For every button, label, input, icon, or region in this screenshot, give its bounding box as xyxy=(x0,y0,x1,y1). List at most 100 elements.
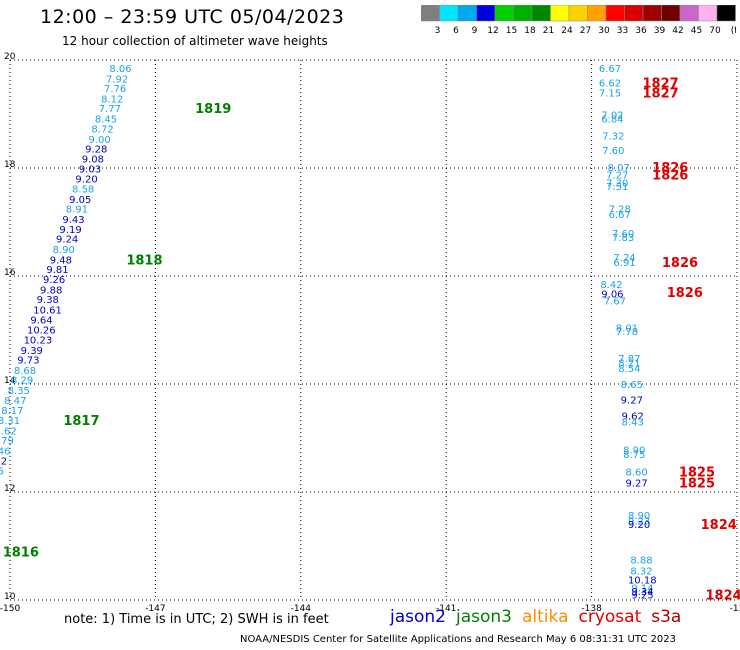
pass-time-label: 1827 xyxy=(642,77,678,92)
color-scale-label: 30 xyxy=(598,26,610,36)
pass-time-label: 1826 xyxy=(667,286,703,301)
wave-height-value: 9.25 xyxy=(631,591,653,602)
wave-height-value: 9.19 xyxy=(59,225,81,236)
wave-height-value: 10.23 xyxy=(24,336,53,347)
color-scale-label: 9 xyxy=(472,26,478,36)
satellite-legend-item: jason2 xyxy=(390,607,446,627)
pass-time-label: 1819 xyxy=(195,102,231,117)
wave-height-value: 6.84 xyxy=(601,114,623,125)
wave-height-value: 9.27 xyxy=(626,478,648,489)
chart-title: 12:00 – 23:59 UTC 05/04/2023 xyxy=(40,6,345,28)
wave-height-value: 8.32 xyxy=(630,566,652,577)
wave-height-value: 8.25 xyxy=(0,466,4,477)
wave-height-value: 7.83 xyxy=(612,233,634,244)
wave-height-value: 9.28 xyxy=(85,145,107,156)
satellite-legend-item: s3a xyxy=(651,607,682,627)
wave-height-value: 8.72 xyxy=(91,125,113,136)
wave-height-value: 7.28 xyxy=(609,205,631,216)
wave-height-value: 7.30 xyxy=(606,179,628,190)
pass-time-label: 1817 xyxy=(63,414,99,429)
wave-height-value: 9.05 xyxy=(69,195,91,206)
wave-height-value: 7.60 xyxy=(612,229,634,240)
wave-height-value: 9.88 xyxy=(40,286,62,297)
satellite-legend: jason2 jason3 altika cryosat s3a xyxy=(390,607,691,627)
y-tick-label: 18 xyxy=(4,160,16,170)
x-tick-label: -141 xyxy=(436,604,456,614)
wave-height-value: 8.88 xyxy=(630,556,652,567)
wave-height-value: 8.43 xyxy=(622,417,644,428)
pass-time-label: 1824 xyxy=(701,518,737,533)
wave-height-value: 9.20 xyxy=(75,174,97,185)
color-scale-label: 42 xyxy=(672,26,683,36)
wave-height-value: 8.68 xyxy=(14,366,36,377)
color-scale-label: 36 xyxy=(635,26,647,36)
wave-height-value: 6.62 xyxy=(599,79,621,90)
wave-height-value: 7.76 xyxy=(104,84,126,95)
y-tick-label: 16 xyxy=(4,268,16,278)
wave-height-value: 8.75 xyxy=(623,450,645,461)
chart-subtitle: 12 hour collection of altimeter wave hei… xyxy=(62,34,328,48)
wave-height-value: 7.67 xyxy=(604,296,626,307)
pass-time-label: 1826 xyxy=(652,161,688,176)
wave-height-value: 7.60 xyxy=(602,146,624,157)
color-scale-label: 3 xyxy=(435,26,441,36)
wave-height-value: 9.14 xyxy=(631,584,653,595)
x-tick-label: -144 xyxy=(291,604,312,614)
wave-height-value: 6.67 xyxy=(609,210,631,221)
wave-height-value: 8.91 xyxy=(66,205,88,216)
pass-time-label: 1818 xyxy=(126,253,162,268)
x-tick-label: -150 xyxy=(0,604,20,614)
wave-height-value: 7.27 xyxy=(606,170,628,181)
wave-height-value: 8.46 xyxy=(0,446,10,457)
color-scale-label: 27 xyxy=(580,26,591,36)
color-scale-label: 18 xyxy=(524,26,536,36)
satellite-legend-item: cryosat xyxy=(578,607,642,627)
y-tick-label: 20 xyxy=(4,52,16,62)
x-tick-label: -13 xyxy=(730,604,740,614)
wave-height-value: 8.54 xyxy=(618,364,640,375)
wave-height-value: 8.58 xyxy=(72,185,94,196)
wave-height-value: 9.00 xyxy=(89,135,111,146)
wave-height-value: 8.60 xyxy=(626,467,648,478)
wave-height-value: 8.79 xyxy=(0,436,14,447)
wave-height-value: 8.06 xyxy=(109,64,131,75)
wave-height-value: 8.31 xyxy=(0,416,20,427)
color-swatch xyxy=(716,5,736,22)
wave-height-value: 7.51 xyxy=(606,182,628,193)
wave-height-value: 9.81 xyxy=(46,265,68,276)
wave-height-value: 10.26 xyxy=(27,325,56,336)
footnote: note: 1) Time is in UTC; 2) SWH is in fe… xyxy=(64,612,329,627)
wave-height-value: 7.78 xyxy=(616,327,638,338)
credit-line: NOAA/NESDIS Center for Satellite Applica… xyxy=(240,634,676,645)
wave-height-value: 8.12 xyxy=(101,94,123,105)
wave-height-value: 10.61 xyxy=(33,305,62,316)
wave-height-value: 8.45 xyxy=(95,114,117,125)
wave-height-value: 9.48 xyxy=(50,255,72,266)
wave-height-value: 8.01 xyxy=(616,323,638,334)
wave-height-value: 9.08 xyxy=(82,154,104,165)
color-scale-label: 70 xyxy=(709,26,721,36)
wave-height-value: 8.62 xyxy=(0,426,17,437)
wave-height-value: 9.20 xyxy=(628,520,650,531)
wave-height-value: 9.06 xyxy=(601,289,623,300)
wave-height-value: 9.24 xyxy=(56,235,78,246)
wave-height-value: 8.90 xyxy=(623,445,645,456)
wave-height-value: 8.90 xyxy=(53,245,75,256)
wave-height-value: 7.92 xyxy=(106,74,128,85)
pass-time-label: 1824 xyxy=(705,589,740,604)
satellite-legend-item: jason3 xyxy=(456,607,512,627)
wave-height-value: 9.62 xyxy=(622,411,644,422)
wave-height-value: 9.03 xyxy=(79,165,101,176)
wave-height-value: 8.07 xyxy=(608,163,630,174)
wave-height-value: 9.64 xyxy=(30,316,52,327)
pass-time-label: 1825 xyxy=(679,476,715,491)
wave-height-value: 7.87 xyxy=(618,354,640,365)
y-tick-label: 12 xyxy=(4,484,15,494)
wave-height-value: 9.27 xyxy=(621,396,643,407)
wave-height-value: 8.21 xyxy=(618,358,640,369)
pass-time-label: 1827 xyxy=(642,86,678,101)
color-scale-label: 15 xyxy=(506,26,517,36)
wave-height-value: 7.15 xyxy=(599,88,621,99)
